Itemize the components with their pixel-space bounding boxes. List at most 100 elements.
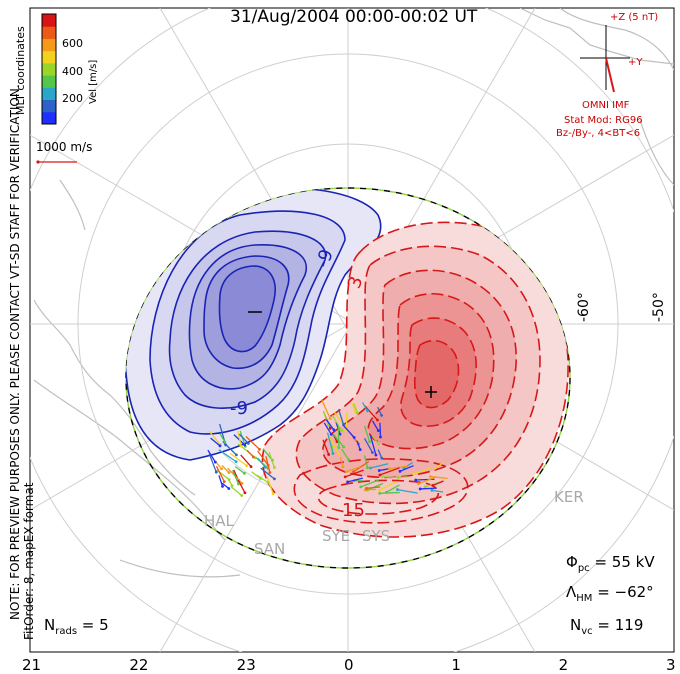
velocity-vector-origin [396, 476, 400, 480]
station-label: SYE [322, 527, 351, 545]
velocity-vector-origin [327, 453, 331, 456]
colorbar-tick-400: 400 [62, 65, 83, 78]
velocity-vector-origin [337, 446, 341, 450]
colorbar-segment [42, 38, 56, 52]
velocity-vector [371, 435, 380, 445]
velocity-vector [338, 409, 345, 425]
velocity-vector-origin [243, 472, 246, 475]
velocity-vector [260, 467, 275, 480]
velocity-vector-origin [342, 445, 345, 449]
velocity-vector-origin [227, 478, 231, 482]
latitude-label-60: -60° [576, 292, 592, 322]
velocity-vector [434, 461, 445, 469]
velocity-vector-origin [335, 440, 339, 444]
velocity-vector-origin [378, 473, 382, 477]
potential-maximum-marker [425, 386, 437, 398]
velocity-vector-origin [214, 470, 218, 474]
colorbar-segment [42, 62, 56, 76]
velocity-vector [231, 469, 240, 485]
latitude-label-50: -50° [651, 292, 667, 322]
velocity-vector [389, 465, 408, 470]
imf-source: OMNI IMF [582, 100, 630, 111]
velocity-vector [371, 420, 379, 431]
velocity-vector-origin [234, 460, 238, 464]
velocity-vector-origin [352, 436, 356, 439]
velocity-vector [377, 449, 383, 459]
velocity-vector-origin [377, 442, 381, 446]
velocity-vector-origin [340, 429, 344, 433]
velocity-vector [363, 455, 369, 468]
mlt-tick-label: 3 [666, 656, 676, 674]
velocity-vector [323, 422, 332, 435]
station-label: SAN [254, 540, 286, 558]
velocity-vector [218, 475, 224, 487]
velocity-vector-origin [246, 441, 250, 445]
velocity-vector [432, 480, 444, 487]
velocity-vector [210, 437, 221, 447]
velocity-vector-origin [429, 475, 432, 478]
velocity-vectors [207, 399, 448, 497]
imf-condition: Bz-/By-, 4<BT<6 [556, 128, 641, 139]
velocity-vector-origin [266, 481, 270, 484]
contour-label: 15 [342, 500, 365, 521]
velocity-vector [221, 464, 230, 474]
velocity-vector-origin [222, 480, 226, 483]
velocity-vector [234, 466, 245, 474]
velocity-vector [363, 425, 371, 442]
velocity-vector-origin [378, 491, 382, 495]
fit-order-note: FitOrder: 8, mapEX format [22, 482, 36, 640]
velocity-vector [256, 474, 269, 483]
imf-z-label: +Z (5 nT) [610, 12, 659, 23]
velocity-vector-origin [328, 417, 332, 420]
colorbar-tick-200: 200 [62, 92, 83, 105]
velocity-vector-origin [331, 452, 335, 455]
velocity-vector [265, 455, 271, 473]
velocity-vector [230, 486, 243, 497]
velocity-vector [360, 479, 379, 488]
velocity-vector [382, 476, 397, 479]
velocity-vector-origin [240, 481, 244, 485]
velocity-vector-origin [358, 448, 362, 452]
colorbar-segment [42, 14, 56, 27]
velocity-vector-origin [243, 443, 247, 447]
velocity-vector-origin [327, 424, 330, 427]
preview-note: NOTE: FOR PREVIEW PURPOSES ONLY. PLEASE … [8, 84, 22, 620]
velocity-vector-origin [388, 467, 391, 471]
velocity-vector-origin [329, 432, 333, 436]
velocity-vector [344, 469, 364, 478]
mlt-tick-label: 23 [236, 656, 256, 674]
velocity-vector-origin [271, 492, 275, 496]
velocity-vector-origin [423, 485, 427, 489]
velocity-vector-origin [240, 444, 243, 448]
velocity-vector-origin [258, 447, 261, 451]
velocity-vector-origin [344, 470, 348, 474]
station-label: HAL [204, 512, 234, 530]
velocity-vector-origin [221, 485, 224, 488]
velocity-vector-origin [338, 432, 342, 436]
velocity-vector-origin [343, 475, 347, 479]
velocity-vector [322, 410, 330, 426]
velocity-vector-origin [237, 482, 240, 486]
velocity-vector [420, 487, 437, 490]
velocity-vector [342, 424, 355, 438]
velocity-vector-origin [377, 469, 381, 472]
velocity-vector-origin [418, 487, 422, 491]
contour-label: -9 [230, 398, 248, 419]
velocity-vector [339, 457, 344, 468]
velocity-vector [237, 479, 246, 494]
imf-y-label: +Y [628, 57, 643, 68]
color-bar [41, 13, 57, 125]
stat-phi-pc: Φpc = 55 kV [566, 553, 655, 574]
velocity-vector [367, 482, 384, 491]
velocity-vector [218, 449, 237, 463]
velocity-vector [341, 448, 350, 461]
velocity-vector [430, 475, 448, 479]
colorbar-segment [42, 87, 56, 101]
mlt-tick-label: 21 [22, 656, 42, 674]
velocity-vector-origin [249, 465, 253, 469]
velocity-vector [257, 450, 269, 466]
velocity-vector [431, 489, 444, 493]
station-label: SYS [362, 527, 391, 545]
velocity-vector-origin [347, 458, 351, 462]
velocity-vector [229, 452, 248, 467]
